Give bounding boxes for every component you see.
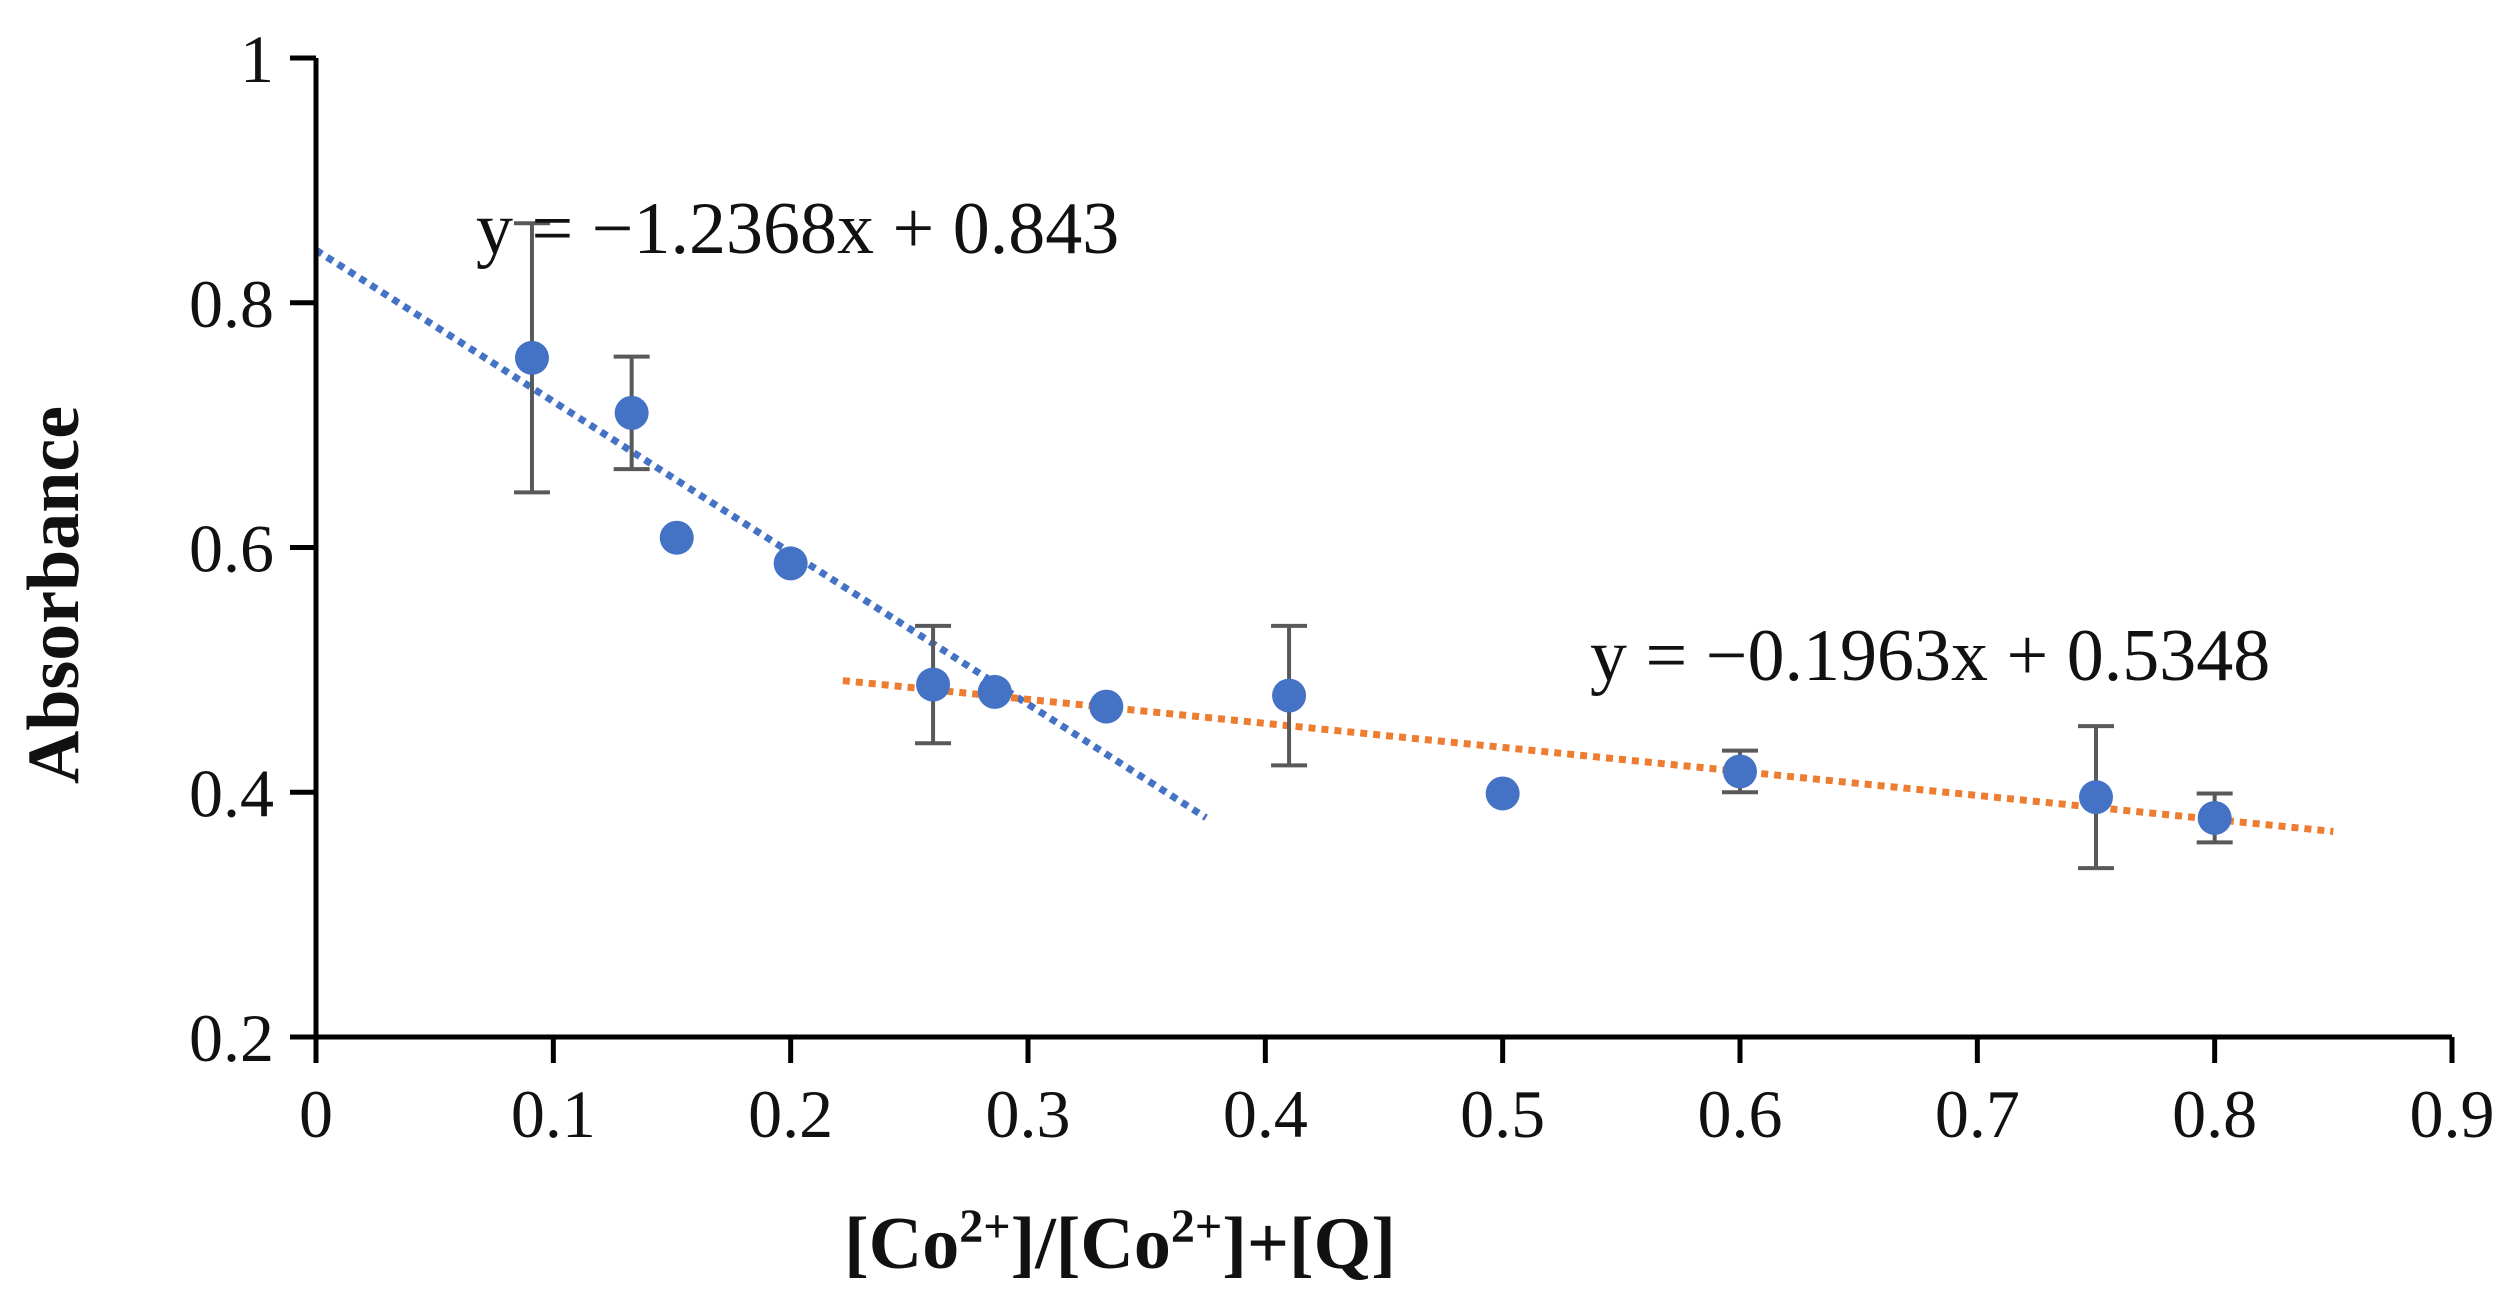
trendline-layer bbox=[314, 247, 2334, 835]
x-axis-title-part: ]/[Co bbox=[1011, 1203, 1171, 1285]
y-axis-title: Absorbance bbox=[13, 406, 95, 784]
data-point bbox=[1723, 754, 1757, 789]
x-tick-label: 0.5 bbox=[1460, 1076, 1545, 1152]
point-layer bbox=[514, 340, 2232, 835]
data-point bbox=[1272, 678, 1307, 713]
orange-trendline bbox=[842, 677, 2334, 835]
x-tick-label: 0.4 bbox=[1223, 1076, 1308, 1152]
data-point bbox=[977, 674, 1012, 709]
x-axis-title-superscript: 2+ bbox=[1171, 1200, 1222, 1253]
x-tick-label: 0.3 bbox=[986, 1076, 1071, 1152]
x-tick-label: 0 bbox=[299, 1076, 333, 1152]
x-tick-label: 0.6 bbox=[1698, 1076, 1783, 1152]
data-point bbox=[614, 395, 649, 430]
axis-layer bbox=[290, 55, 2455, 1063]
x-tick-label: 0.9 bbox=[2410, 1076, 2495, 1152]
data-point bbox=[659, 520, 694, 555]
x-tick-label: 0.2 bbox=[748, 1076, 833, 1152]
orange-trendline-equation: y = −0.1963x + 0.5348 bbox=[1590, 615, 2270, 697]
data-point bbox=[514, 340, 549, 375]
errorbar-layer bbox=[513, 221, 2233, 871]
x-axis-title-part: [Co bbox=[844, 1203, 959, 1285]
label-layer: 0 0.1 0.2 0.3 0.4 0.5 0.6 0.7 0.8 0.9 0.2 0.4 0.6 0.8… bbox=[189, 21, 2495, 1152]
x-tick-label: 0.7 bbox=[1935, 1076, 2020, 1152]
data-point bbox=[2197, 800, 2232, 835]
x-tick-label: 0.1 bbox=[511, 1076, 596, 1152]
y-tick-label: 1 bbox=[240, 21, 274, 97]
data-point bbox=[1089, 689, 1124, 724]
y-tick-label: 0.4 bbox=[189, 755, 274, 831]
data-point bbox=[1485, 776, 1520, 811]
y-tick-label: 0.2 bbox=[189, 1000, 274, 1076]
x-axis-title-part: ]+[Q] bbox=[1222, 1203, 1396, 1285]
data-point bbox=[916, 667, 951, 702]
x-tick-label: 0.8 bbox=[2172, 1076, 2257, 1152]
y-tick-label: 0.6 bbox=[189, 511, 274, 587]
x-axis-title-superscript: 2+ bbox=[959, 1200, 1010, 1253]
data-point bbox=[773, 546, 808, 581]
x-axis-title: [Co2+]/[Co2+]+[Q] bbox=[844, 1200, 1396, 1286]
data-point bbox=[2079, 780, 2113, 815]
y-tick-label: 0.8 bbox=[189, 266, 274, 342]
blue-trendline bbox=[314, 247, 1208, 821]
blue-trendline-equation: y = −1.2368x + 0.843 bbox=[476, 188, 1119, 270]
